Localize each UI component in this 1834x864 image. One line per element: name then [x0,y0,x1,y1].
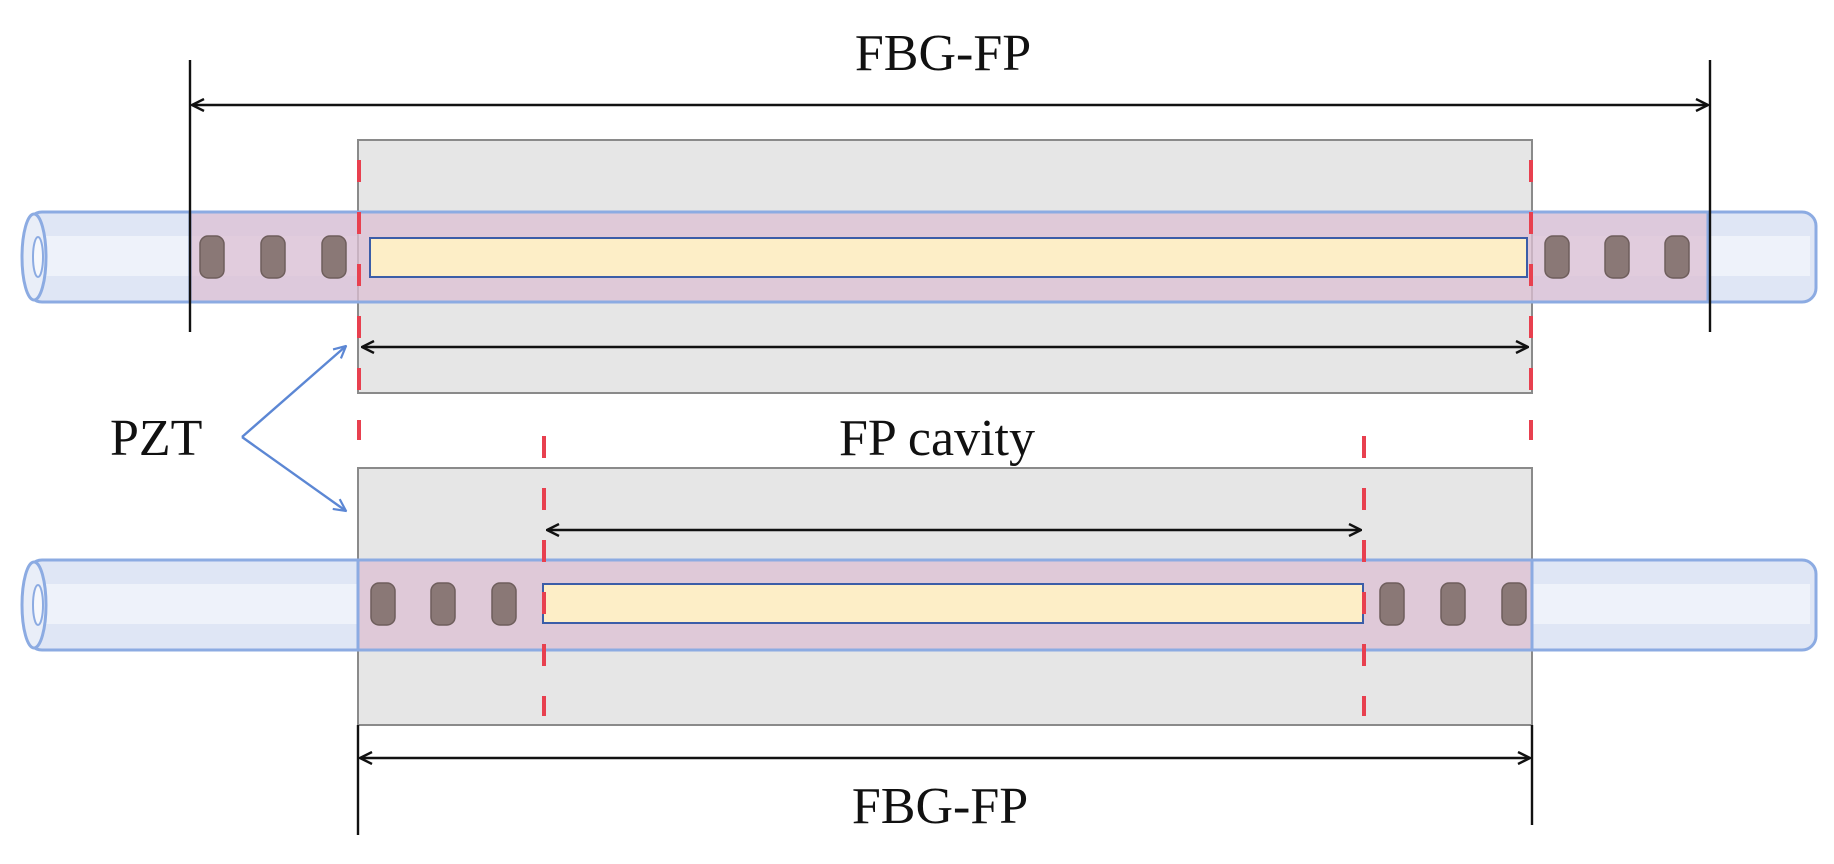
top-fbg-fp-label: FBG-FP [855,25,1031,82]
top-right-grating [1544,235,1690,279]
pzt-label: PZT [110,410,202,467]
bottom-fbg-fp-label: FBG-FP [852,778,1028,835]
pzt-pointer-up [241,346,346,438]
bottom-left-grating [370,582,517,626]
pzt-pointer-arrows [241,346,346,511]
fp-cavity-label: FP cavity [839,410,1035,467]
pzt-pointer-down [241,436,346,511]
bottom-fp-cavity [542,583,1364,624]
bottom-fbg-fp-dimension [356,725,1534,835]
bottom-sensor [20,436,1818,726]
top-fbg-fp-dimension [188,60,1712,332]
bottom-right-grating [1379,582,1527,626]
top-fp-cavity [369,237,1528,278]
top-left-grating [199,235,347,279]
